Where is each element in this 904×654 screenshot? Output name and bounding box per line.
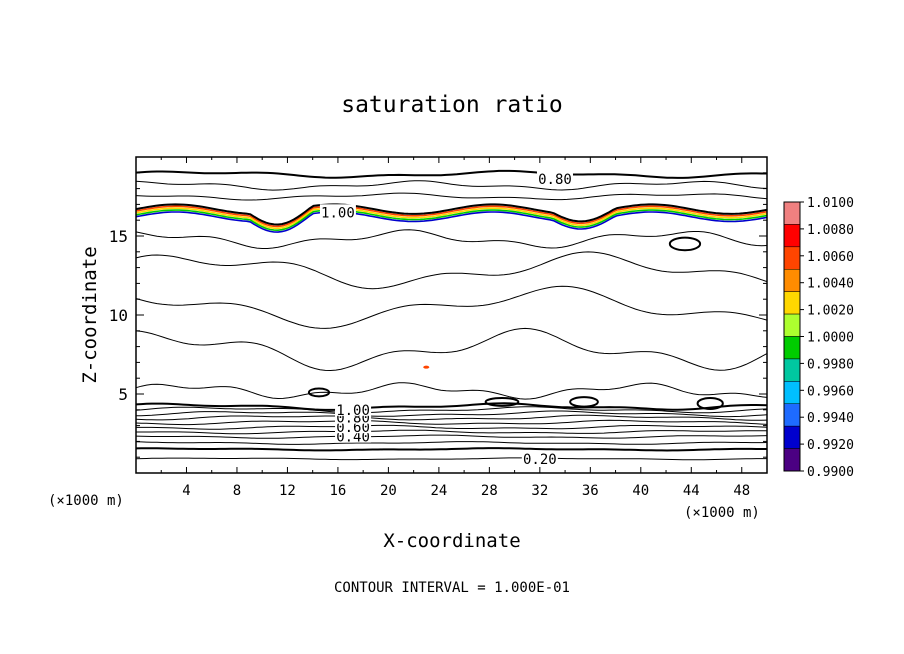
x-unit-left: (×1000 m) (48, 493, 124, 509)
colorbar-swatch (783, 224, 801, 248)
contour-line (135, 192, 768, 201)
contour-line (135, 251, 768, 290)
contour-line (135, 180, 768, 191)
contour-label: 1.00 (321, 205, 355, 221)
x-axis-label: X-coordinate (383, 530, 520, 552)
contour-line (135, 410, 768, 418)
colorbar-swatch (783, 381, 801, 405)
y-tick-label: 5 (118, 385, 128, 404)
colorbar-label: 0.9920 (807, 438, 854, 453)
contour-line (135, 406, 768, 414)
closed-contour (484, 396, 520, 407)
y-tick-label: 15 (109, 227, 128, 246)
contour-label: 1.00 (336, 403, 370, 419)
colorbar-label: 1.0000 (807, 331, 854, 346)
contour-label-bg (536, 171, 573, 186)
x-tick-label: 16 (329, 483, 346, 499)
colorbar-swatch (783, 269, 801, 292)
supersaturation-band (135, 209, 768, 232)
contour-line (135, 447, 767, 452)
colorbar-label: 1.0100 (807, 196, 854, 211)
colorbar-label: 1.0080 (807, 223, 854, 238)
colorbar: 1.0100 1.0080 1.0060 1.0040 1.0020 1.0000 0.99… (783, 196, 854, 480)
contour-line (136, 429, 768, 435)
x-tick-label: 8 (233, 483, 241, 499)
contour-line (135, 327, 768, 372)
contour-line (135, 169, 767, 179)
closed-contour (569, 396, 599, 408)
contour-line (135, 434, 768, 439)
colorbar-swatch (783, 448, 801, 472)
x-tick-label: 28 (481, 483, 498, 499)
colorbar-swatch (783, 403, 801, 427)
x-tick-label: 20 (380, 483, 397, 499)
x-tick-label: 36 (582, 483, 599, 499)
contour-labels: 0.801.000.400.200.600.801.00 (319, 171, 573, 468)
contour-label: 0.40 (336, 430, 370, 446)
x-tick-label: 48 (733, 483, 750, 499)
closed-contour (668, 236, 702, 252)
colorbar-label: 0.9940 (807, 411, 854, 426)
closed-contour (696, 396, 724, 411)
contour-label: 0.20 (523, 452, 557, 468)
x-tick-label: 40 (632, 483, 649, 499)
supersaturation-spot (423, 365, 430, 369)
contour-line (135, 419, 768, 426)
colorbar-swatch (783, 336, 801, 360)
closed-contour (307, 387, 331, 398)
contour-line (135, 285, 768, 329)
colorbar-swatch (783, 358, 801, 382)
colorbar-label: 0.9960 (807, 384, 854, 399)
colorbar-label: 0.9900 (807, 465, 854, 480)
colorbar-swatch (783, 291, 801, 315)
contour-label: 0.80 (538, 172, 572, 188)
chart-title: saturation ratio (341, 92, 563, 118)
contour-label-bg (335, 401, 372, 416)
contour-line (135, 457, 767, 461)
y-tick-label: 10 (109, 306, 128, 325)
x-unit-right: (×1000 m) (684, 505, 760, 521)
colorbar-label: 1.0040 (807, 277, 854, 292)
y-axis-ticks: 5 10 15 (109, 172, 767, 458)
supersaturation-band (135, 207, 768, 230)
y-axis-label: Z-coordinate (79, 246, 101, 383)
x-tick-label: 4 (182, 483, 190, 499)
supersaturation-band (135, 211, 768, 233)
colorbar-label: 1.0020 (807, 304, 854, 319)
supersaturation-band (135, 205, 768, 228)
contour-label: 0.60 (336, 420, 370, 436)
colorbar-swatch (783, 246, 801, 270)
contour-label-bg (319, 204, 356, 219)
contour-line (135, 441, 768, 445)
colorbar-label: 1.0060 (807, 250, 854, 265)
x-axis-ticks: 4 8 12 16 20 24 28 32 36 40 44 48 (160, 157, 750, 499)
colorbar-swatch (783, 201, 801, 225)
x-tick-label: 12 (279, 483, 296, 499)
contour-line (135, 382, 768, 400)
contour-lines (135, 169, 768, 461)
contour-line (135, 402, 768, 411)
contour-interval-note: CONTOUR INTERVAL = 1.000E-01 (334, 580, 570, 596)
colorbar-label: 0.9980 (807, 357, 854, 372)
x-tick-label: 32 (531, 483, 548, 499)
colorbar-swatch (783, 313, 801, 337)
x-tick-label: 24 (430, 483, 447, 499)
contour-label-bg (521, 450, 558, 465)
contour-line (135, 414, 768, 421)
x-tick-label: 44 (683, 483, 700, 499)
contour-line (135, 229, 768, 249)
contour-line-1-00 (135, 203, 768, 226)
colorbar-swatch (783, 425, 801, 449)
contour-line (136, 424, 768, 430)
